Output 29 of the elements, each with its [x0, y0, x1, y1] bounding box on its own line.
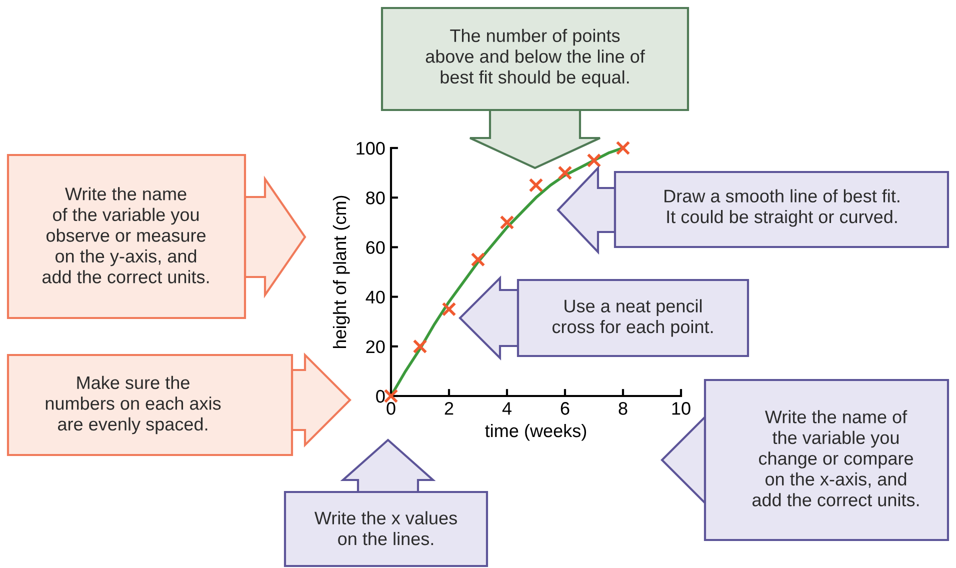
annotation: Draw a smooth line of best fit. It could be straight or curved. — [664, 189, 900, 227]
point — [616, 140, 630, 156]
y-axis-title: height of plant (cm) — [332, 196, 350, 348]
x-tick-label: 8 — [618, 402, 628, 415]
x-tick-label: 10 — [672, 402, 690, 415]
point — [558, 166, 572, 180]
annotation: Use a neat pencil cross for each point. — [552, 299, 713, 337]
point — [412, 339, 428, 354]
y-tick-label: 40 — [366, 290, 385, 304]
point — [500, 215, 514, 230]
x-tick-label: 6 — [560, 402, 570, 415]
point — [586, 153, 602, 168]
y-tick-label: 20 — [366, 340, 385, 354]
point — [442, 302, 456, 316]
text: Write the name of the variable you change or compare on the x-axis, and add the correct units. — [752, 410, 919, 506]
point — [470, 252, 486, 267]
y-tick-label: 80 — [366, 192, 385, 204]
y-tick-label: 0 — [376, 390, 385, 403]
x-tick-label: 4 — [502, 402, 512, 415]
x-axis-title: time (weeks) — [485, 424, 586, 441]
text: Write the name of the variable you observe or measure on the y-axis, and add the correct units. — [42, 187, 209, 284]
y-tick-label: 60 — [366, 241, 385, 254]
x-tick-label: 0 — [386, 402, 396, 415]
text: Write the x values on the lines. — [314, 511, 457, 546]
text: Make sure the numbers on each axis are evenly spaced. — [46, 376, 221, 434]
text: The number of points above and below the line of best fit should be equal. — [426, 28, 645, 88]
y-tick-label: 100 — [356, 142, 385, 155]
point — [528, 178, 544, 192]
x-tick-label: 2 — [444, 402, 454, 415]
